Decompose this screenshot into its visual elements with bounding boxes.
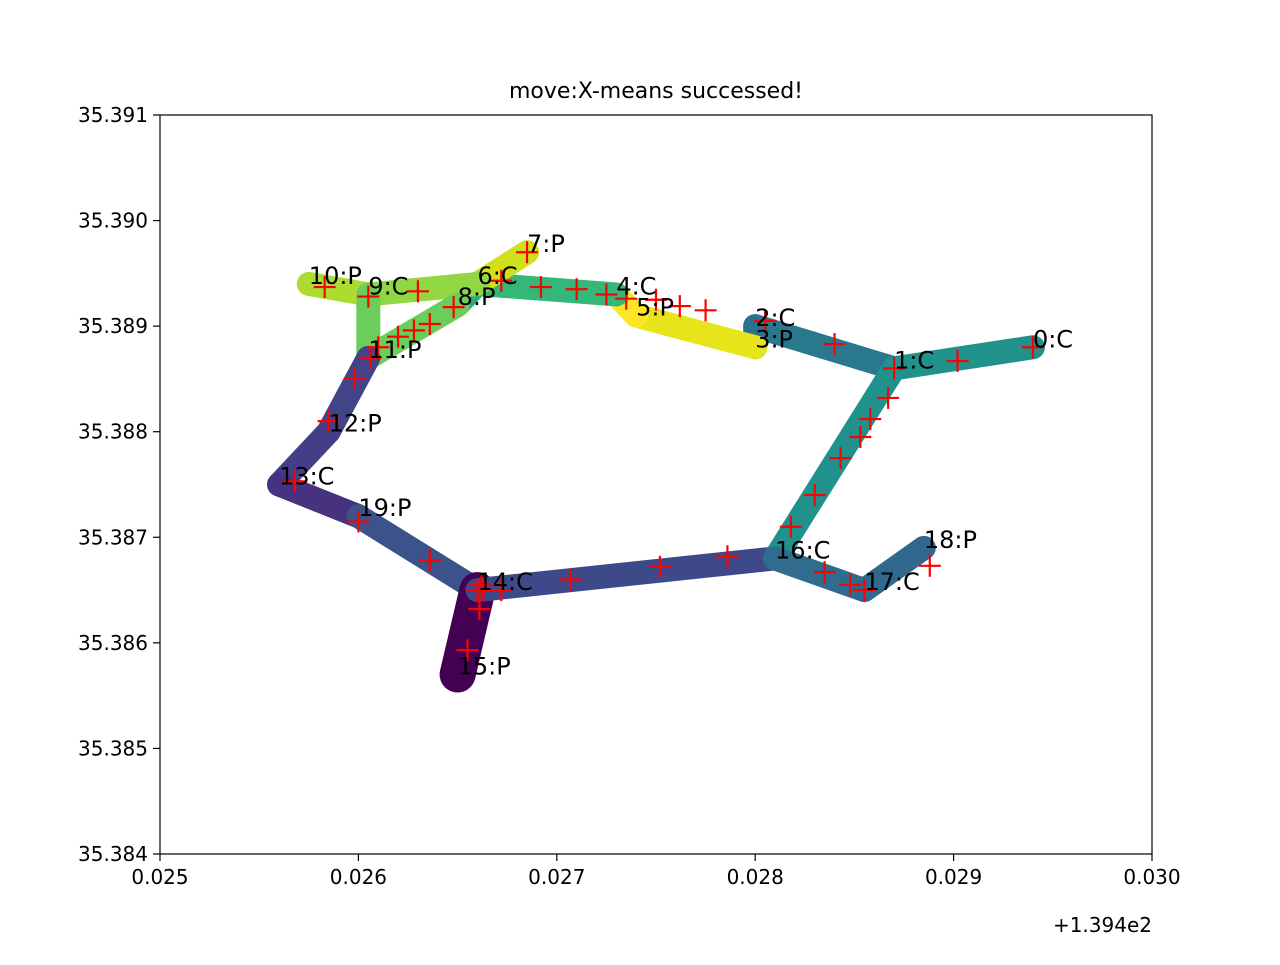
x-tick-label: 0.029: [925, 865, 982, 889]
y-tick-label: 35.385: [78, 736, 148, 760]
marker-layer: [283, 241, 1044, 662]
cluster-label-16-c: 16:C: [775, 536, 830, 564]
point-marker: [516, 241, 539, 264]
track-segment-6-c-9-c: [356, 271, 490, 307]
point-marker: [418, 549, 441, 572]
track-segment-14-c-16-c: [465, 546, 788, 603]
track-segment-3-p-5-p: [624, 303, 768, 360]
point-marker: [946, 349, 969, 372]
point-marker: [645, 288, 667, 311]
point-marker: [317, 410, 340, 433]
point-marker: [418, 313, 441, 336]
track-segment-14-c-15-p: [439, 572, 496, 693]
point-marker: [402, 319, 425, 342]
plot-frame: [159, 114, 1153, 855]
point-marker: [694, 299, 717, 322]
x-tick-label: 0.030: [1123, 865, 1180, 889]
cluster-label-11-p: 11:P: [368, 336, 421, 364]
x-axis-offset-label: +1.394e2: [1053, 913, 1152, 937]
point-marker: [343, 367, 366, 390]
cluster-label-2-c: 2:C: [755, 304, 795, 332]
point-marker: [559, 568, 582, 591]
cluster-label-18-p: 18:P: [924, 526, 977, 554]
track-segment-17-c-18-p: [852, 535, 936, 603]
point-marker: [1021, 336, 1044, 359]
point-marker: [313, 276, 336, 299]
point-marker: [859, 408, 882, 431]
cluster-label-10-p: 10:P: [309, 262, 362, 290]
track-segment-13-c-19-p: [267, 472, 371, 529]
track-segment-1-c-2-c: [743, 314, 907, 381]
point-marker: [668, 295, 691, 318]
axis-layer: 0.025 0.026 0.027 0.028 0.029 0.030 35.384 35.3…: [78, 103, 1181, 889]
track-segment-11-p-12-p: [316, 345, 381, 444]
y-tick-label: 35.391: [78, 103, 148, 127]
point-marker: [648, 555, 671, 578]
y-tick-label: 35.387: [78, 525, 148, 549]
track-segment-19-p-14-c: [346, 504, 490, 603]
y-tick-label: 35.389: [78, 314, 148, 338]
cluster-label-15-p: 15:P: [458, 653, 511, 681]
cluster-label-12-p: 12:P: [329, 410, 382, 438]
point-marker: [823, 333, 846, 356]
point-marker: [779, 515, 802, 538]
point-marker: [347, 510, 370, 533]
x-tick-label: 0.027: [528, 865, 585, 889]
track-segment-0-c-1-c: [882, 335, 1045, 381]
point-marker: [565, 278, 588, 301]
cluster-label-6-c: 6:C: [477, 262, 517, 290]
cluster-label-9-c: 9:C: [368, 272, 408, 300]
cluster-label-14-c: 14:C: [477, 568, 532, 596]
point-marker: [839, 573, 862, 596]
point-marker: [813, 561, 836, 584]
point-marker: [406, 280, 429, 303]
y-tick-label: 35.390: [78, 209, 148, 233]
point-marker: [490, 269, 513, 292]
x-tick-label: 0.028: [727, 865, 784, 889]
cluster-label-7-p: 7:P: [527, 230, 565, 258]
point-marker: [367, 336, 390, 359]
cluster-label-5-p: 5:P: [636, 294, 674, 322]
point-marker: [595, 283, 618, 306]
cluster-label-17-c: 17:C: [864, 568, 919, 596]
point-marker: [877, 386, 900, 409]
cluster-label-19-p: 19:P: [358, 494, 411, 522]
cluster-label-0-c: 0:C: [1033, 325, 1073, 353]
cluster-label-3-p: 3:P: [755, 325, 793, 353]
point-marker: [754, 309, 777, 332]
point-marker: [442, 296, 465, 319]
point-marker: [803, 484, 826, 507]
y-tick-label: 35.384: [78, 842, 148, 866]
point-marker: [849, 425, 872, 448]
point-marker: [468, 598, 491, 621]
point-marker: [615, 287, 638, 310]
cluster-label-1-c: 1:C: [894, 346, 934, 374]
point-marker: [283, 470, 306, 493]
point-marker: [456, 639, 479, 662]
point-marker: [716, 545, 739, 568]
point-marker: [853, 579, 876, 602]
x-tick-label: 0.026: [330, 865, 387, 889]
point-marker: [387, 325, 410, 348]
point-marker: [470, 573, 493, 596]
point-marker: [529, 276, 552, 299]
label-layer: 0:C 1:C 2:C3:P 4:C5:P 6:C 7:P 8:P 9:C10:P 11:P 12…: [279, 230, 1073, 680]
point-marker: [490, 579, 513, 602]
cluster-label-13-c: 13:C: [279, 463, 334, 491]
x-tick-label: 0.025: [131, 865, 188, 889]
y-tick-label: 35.386: [78, 631, 148, 655]
point-marker: [357, 285, 380, 308]
point-marker: [883, 357, 906, 380]
point-marker: [829, 447, 852, 470]
cluster-label-4-c: 4:C: [616, 272, 656, 300]
point-marker: [918, 554, 941, 577]
chart-title: move:X-means successed!: [509, 79, 803, 104]
y-tick-label: 35.388: [78, 420, 148, 444]
cluster-label-8-p: 8:P: [458, 283, 496, 311]
